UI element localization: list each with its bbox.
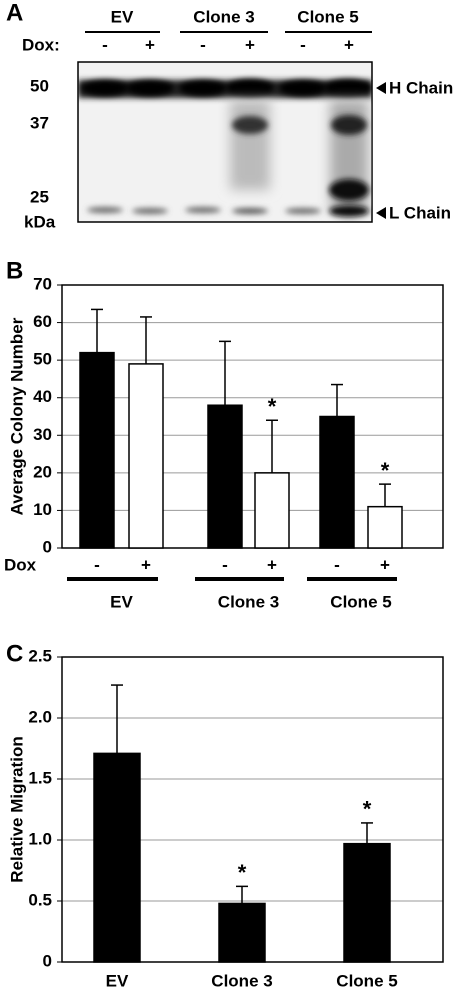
bar xyxy=(343,842,391,963)
lane-group: Clone 3 xyxy=(193,7,254,26)
y-tick-label: 0.5 xyxy=(28,890,52,909)
bar xyxy=(79,351,115,549)
panel-label: C xyxy=(6,640,23,667)
lane-label: - xyxy=(200,35,206,54)
y-axis-label: Relative Migration xyxy=(7,736,26,882)
unit-label: kDa xyxy=(24,212,56,231)
bar xyxy=(218,902,266,963)
x-tick-label: EV xyxy=(106,971,129,990)
x-tick-label: - xyxy=(94,555,100,574)
y-axis-label: Average Colony Number xyxy=(7,317,26,515)
significance-mark: * xyxy=(381,458,390,483)
dox-label: Dox: xyxy=(22,35,60,54)
bar xyxy=(128,363,164,549)
significance-mark: * xyxy=(268,394,277,419)
group-label: Clone 5 xyxy=(330,592,391,611)
y-tick-label: 0 xyxy=(43,537,52,556)
lane-group: Clone 5 xyxy=(297,7,358,26)
y-tick-label: 30 xyxy=(33,425,52,444)
y-tick-label: 1.0 xyxy=(28,829,52,848)
lane-label: + xyxy=(145,35,155,54)
x-tick-label: + xyxy=(141,555,151,574)
panel-label: A xyxy=(6,0,23,26)
y-tick-label: 0 xyxy=(43,951,52,970)
y-tick-label: 10 xyxy=(33,500,52,519)
significance-mark: * xyxy=(238,860,247,885)
plot-frame xyxy=(61,284,444,549)
bar xyxy=(367,505,403,549)
lane-label: - xyxy=(102,35,108,54)
western-blot xyxy=(77,31,386,223)
significance-mark: * xyxy=(363,797,372,822)
y-tick-label: 20 xyxy=(33,462,52,481)
marker-label: 50 xyxy=(30,76,49,95)
x-tick-label: Clone 3 xyxy=(211,971,272,990)
x-tick-label: + xyxy=(380,555,390,574)
bar xyxy=(319,415,355,549)
band-label: H Chain xyxy=(389,78,453,97)
plot-area xyxy=(62,285,443,548)
marker-label: 37 xyxy=(30,113,49,132)
band-label: L Chain xyxy=(389,203,451,222)
x-tick-label: + xyxy=(267,555,277,574)
group-label: Clone 3 xyxy=(218,592,279,611)
lane-label: + xyxy=(344,35,354,54)
bar xyxy=(207,404,243,549)
y-tick-label: 40 xyxy=(33,387,52,406)
panel-label: B xyxy=(6,257,23,284)
y-tick-label: 2.0 xyxy=(28,707,52,726)
bar xyxy=(254,472,290,549)
y-tick-label: 60 xyxy=(33,312,52,331)
bar xyxy=(93,752,141,963)
marker-label: 25 xyxy=(30,187,49,206)
lane-label: + xyxy=(245,35,255,54)
lane-label: - xyxy=(300,35,306,54)
y-tick-label: 2.5 xyxy=(28,646,52,665)
group-label: EV xyxy=(110,592,133,611)
x-tick-label: - xyxy=(334,555,340,574)
y-tick-label: 50 xyxy=(33,350,52,369)
y-tick-label: 70 xyxy=(33,274,52,293)
lane-group: EV xyxy=(111,7,134,26)
x-tick-label: - xyxy=(222,555,228,574)
y-tick-label: 1.5 xyxy=(28,768,52,787)
x-axis-label: Dox xyxy=(4,555,37,574)
x-tick-label: Clone 5 xyxy=(336,971,397,990)
